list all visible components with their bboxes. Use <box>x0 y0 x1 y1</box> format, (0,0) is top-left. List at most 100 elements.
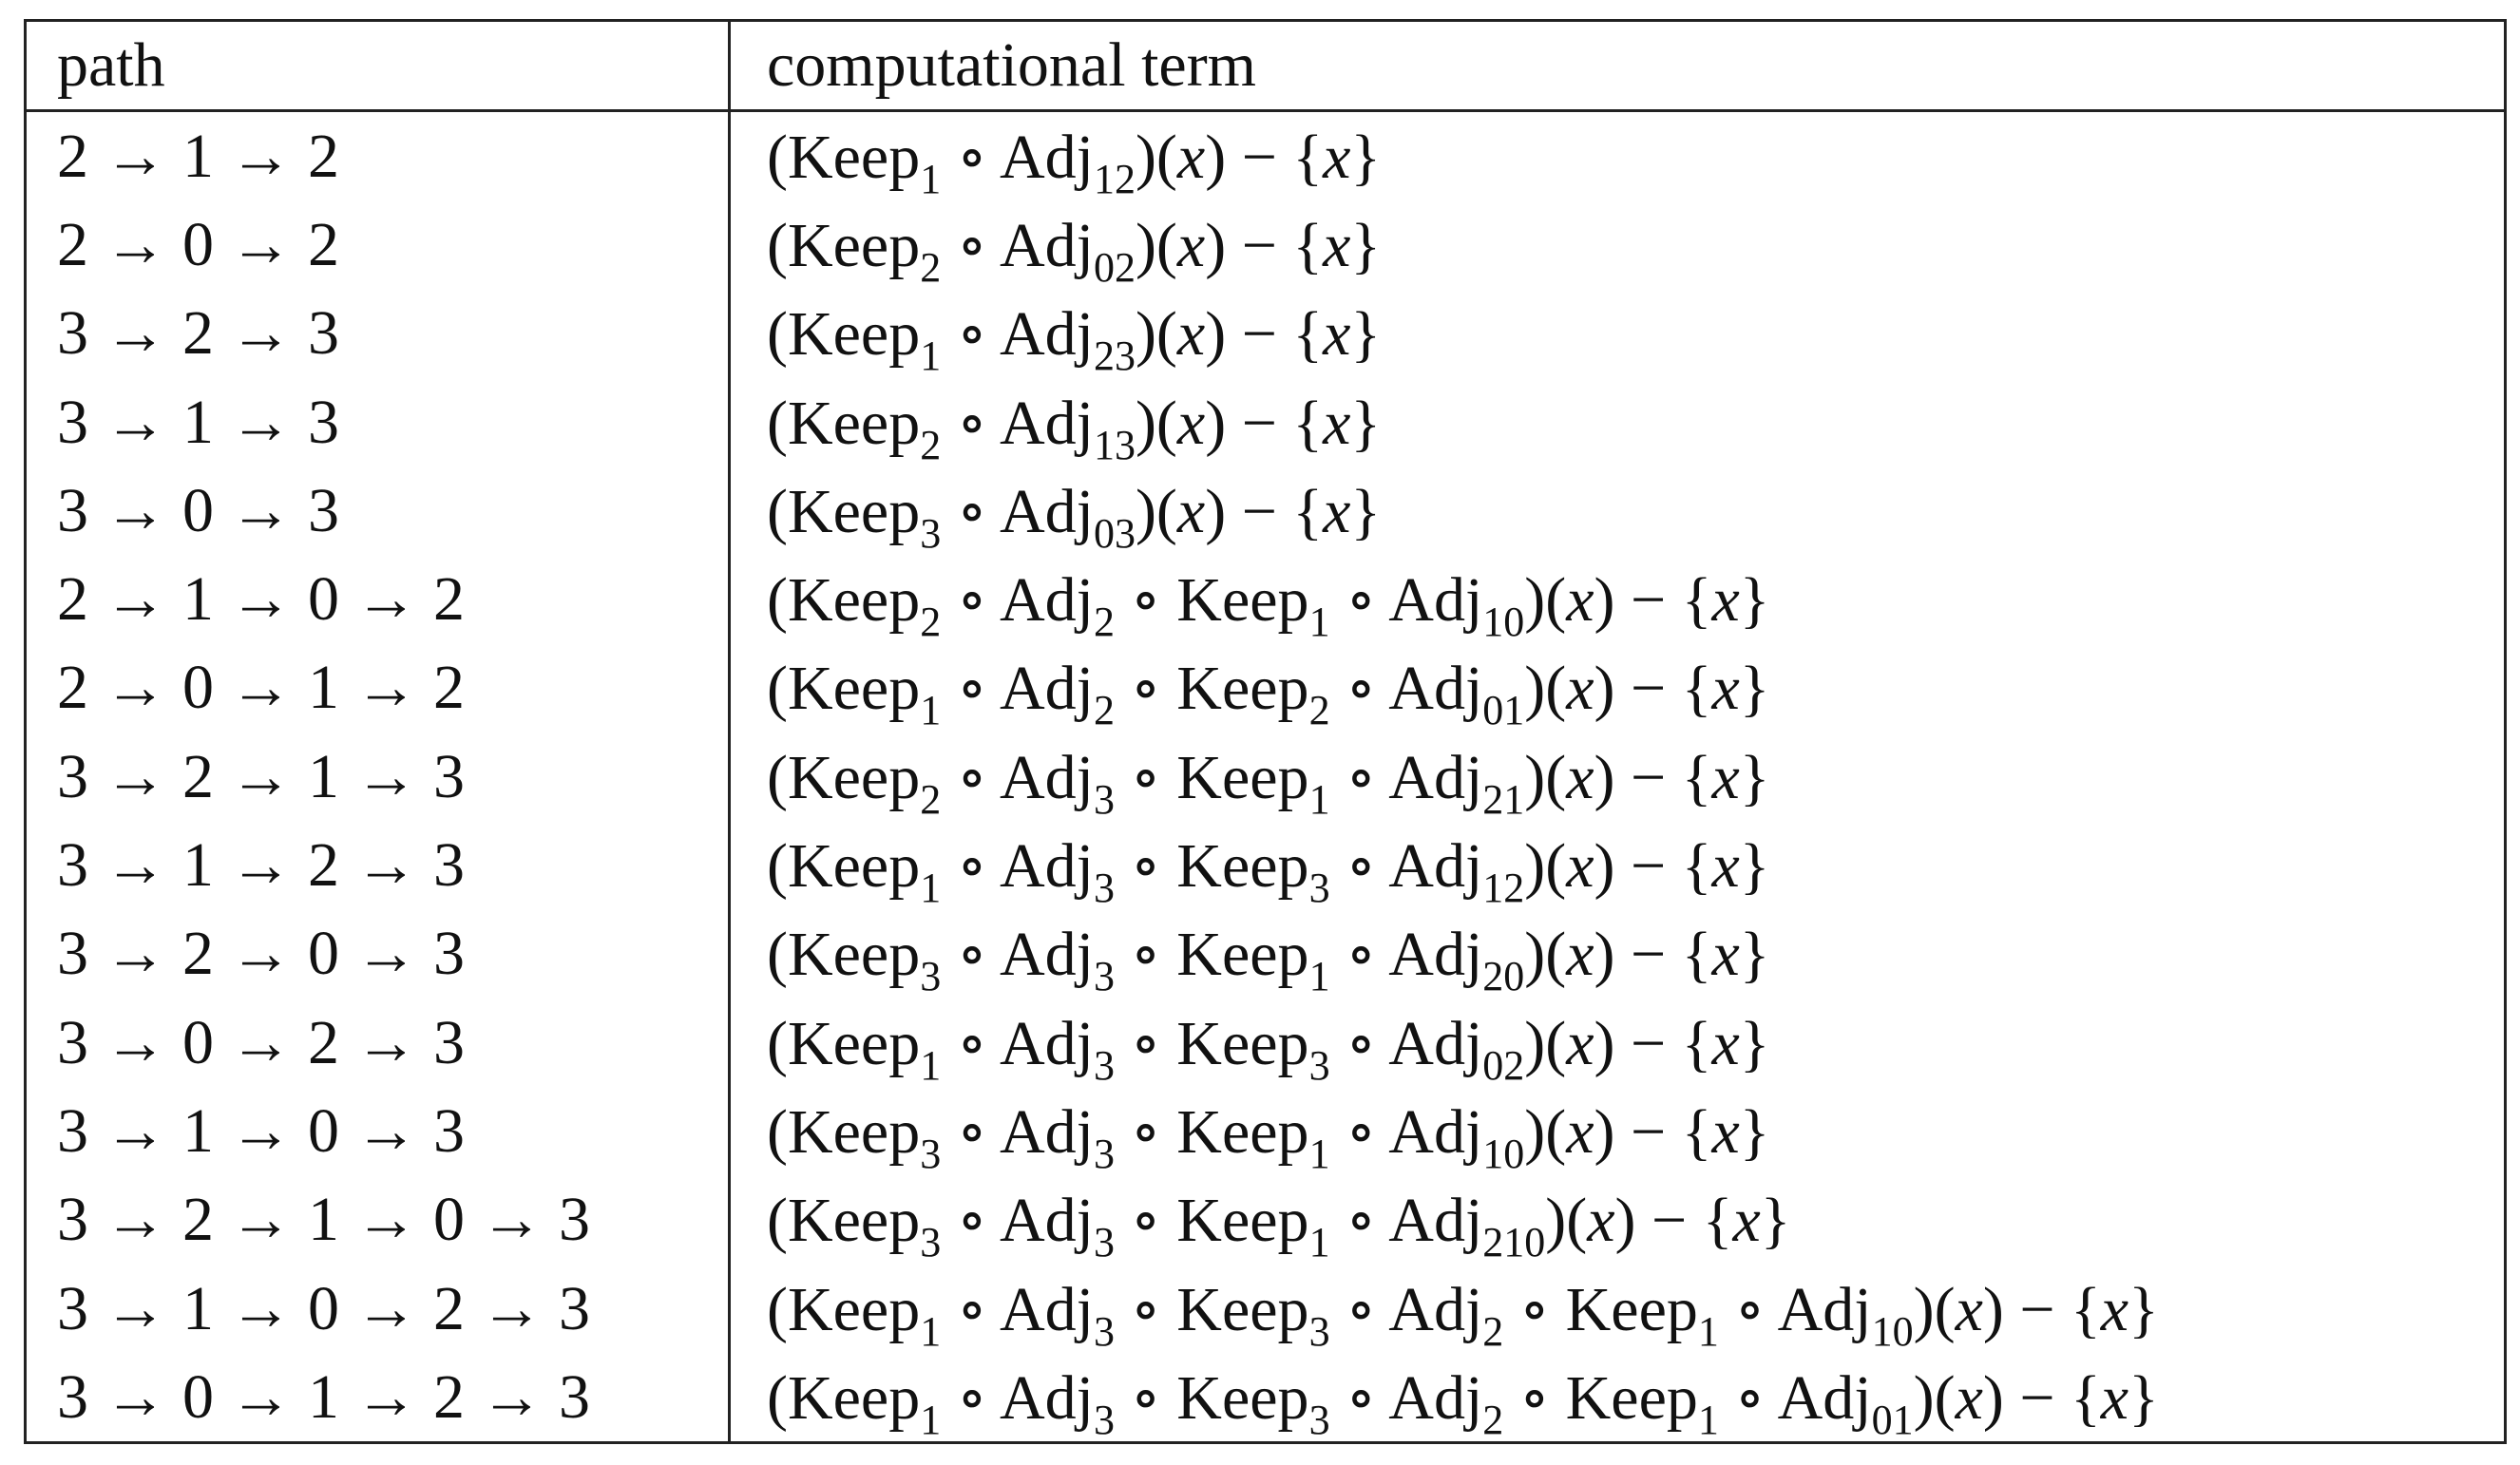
term-cell: (Keep2 ∘ Adj02)(x) − {x} <box>730 200 2506 289</box>
term-subscript: 2 <box>920 421 942 468</box>
term-variable: x <box>1955 1274 1983 1344</box>
term-variable: x <box>2100 1362 2129 1433</box>
term-text: ∘ Keep <box>1114 831 1309 902</box>
term-cell: (Keep1 ∘ Adj3 ∘ Keep3 ∘ Adj02)(x) − {x} <box>730 999 2506 1087</box>
table-row: 3 → 1 → 2 → 3 (Keep1 ∘ Adj3 ∘ Keep3 ∘ Adj… <box>25 821 2506 910</box>
term-text: ∘ Adj <box>941 565 1094 636</box>
term-text: ∘ Adj <box>1329 920 1483 990</box>
term-subscript: 01 <box>1871 1396 1914 1443</box>
term-text: (Keep <box>767 1186 921 1256</box>
term-text: (Keep <box>767 210 921 280</box>
term-subscript: 03 <box>1093 509 1136 557</box>
term-text: )( <box>1524 920 1567 990</box>
path-cell: 3 → 0 → 2 → 3 <box>25 998 731 1088</box>
term-cell: (Keep2 ∘ Adj2 ∘ Keep1 ∘ Adj10)(x) − {x} <box>730 555 2506 643</box>
term-text: (Keep <box>767 1274 921 1344</box>
table-row: 3 → 0 → 2 → 3 (Keep1 ∘ Adj3 ∘ Keep3 ∘ Adj… <box>25 998 2506 1088</box>
term-text: )( <box>1545 1186 1588 1256</box>
term-text: } <box>1739 920 1770 990</box>
term-cell: (Keep1 ∘ Adj23)(x) − {x} <box>730 290 2506 378</box>
term-text: ∘ Keep <box>1503 1274 1698 1344</box>
term-text: ∘ Adj <box>1329 1008 1483 1078</box>
term-subscript: 23 <box>1093 333 1136 380</box>
term-text: ∘ Keep <box>1114 1186 1309 1256</box>
table-row: 2 → 0 → 2 (Keep2 ∘ Adj02)(x) − {x} <box>25 200 2506 290</box>
term-text: ∘ Adj <box>1718 1362 1872 1433</box>
term-subscript: 3 <box>920 953 942 1000</box>
term-cell: (Keep1 ∘ Adj3 ∘ Keep3 ∘ Adj12)(x) − {x} <box>730 821 2506 909</box>
table-body: 2 → 1 → 2 (Keep1 ∘ Adj12)(x) − {x} 2 → 0 →… <box>25 110 2506 1443</box>
term-text: )( <box>1135 299 1177 370</box>
term-text: ∘ Adj <box>941 654 1094 724</box>
term-text: )( <box>1135 476 1177 546</box>
term-text: ∘ Adj <box>941 210 1094 280</box>
term-text: (Keep <box>767 1362 921 1433</box>
term-text: (Keep <box>767 1096 921 1167</box>
term-text: ∘ Adj <box>1329 1274 1483 1344</box>
path-cell: 3 → 1 → 0 → 2 → 3 <box>25 1264 731 1354</box>
table-row: 3 → 0 → 1 → 2 → 3 (Keep1 ∘ Adj3 ∘ Keep3 ∘… <box>25 1353 2506 1443</box>
term-text: ∘ Keep <box>1114 565 1309 636</box>
term-subscript: 3 <box>1093 1396 1115 1443</box>
term-text: ∘ Adj <box>941 1186 1094 1256</box>
term-text: ∘ Adj <box>1329 654 1483 724</box>
term-text: ) − { <box>1594 565 1712 636</box>
term-text: ∘ Keep <box>1114 654 1309 724</box>
term-text: } <box>1350 388 1382 458</box>
term-subscript: 1 <box>920 1396 942 1443</box>
term-subscript: 2 <box>1482 1307 1504 1355</box>
term-cell: (Keep3 ∘ Adj3 ∘ Keep1 ∘ Adj210)(x) − {x} <box>730 1176 2506 1265</box>
header-row: path computational term <box>25 20 2506 112</box>
term-subscript: 1 <box>920 865 942 912</box>
term-text: ) − { <box>1205 122 1324 192</box>
term-text: ) − { <box>1594 742 1712 812</box>
table-row: 3 → 2 → 3 (Keep1 ∘ Adj23)(x) − {x} <box>25 289 2506 378</box>
term-subscript: 02 <box>1482 1041 1525 1089</box>
term-text: ∘ Adj <box>1329 742 1483 812</box>
term-text: (Keep <box>767 920 921 990</box>
term-cell: (Keep1 ∘ Adj3 ∘ Keep3 ∘ Adj2 ∘ Keep1 ∘ A… <box>730 1353 2506 1443</box>
term-text: ) − { <box>1594 1008 1712 1078</box>
term-text: ∘ Adj <box>941 476 1094 546</box>
term-variable: x <box>1711 831 1740 902</box>
term-text: ) − { <box>1982 1362 2101 1433</box>
term-subscript: 3 <box>1093 865 1115 912</box>
term-text: )( <box>1913 1274 1956 1344</box>
term-cell: (Keep1 ∘ Adj3 ∘ Keep3 ∘ Adj2 ∘ Keep1 ∘ A… <box>730 1265 2506 1353</box>
term-text: ∘ Adj <box>1329 1362 1483 1433</box>
term-subscript: 13 <box>1093 421 1136 468</box>
term-subscript: 1 <box>1308 599 1330 646</box>
term-text: ∘ Adj <box>941 1274 1094 1344</box>
term-text: } <box>1350 476 1382 546</box>
term-subscript: 1 <box>920 155 942 202</box>
table-row: 3 → 1 → 0 → 2 → 3 (Keep1 ∘ Adj3 ∘ Keep3 ∘… <box>25 1264 2506 1354</box>
term-text: (Keep <box>767 1008 921 1078</box>
term-subscript: 10 <box>1482 1130 1525 1177</box>
term-variable: x <box>1711 565 1740 636</box>
term-cell: (Keep1 ∘ Adj12)(x) − {x} <box>730 111 2506 201</box>
term-variable: x <box>1566 654 1594 724</box>
term-subscript: 3 <box>1093 1130 1115 1177</box>
term-text: ) − { <box>1614 1186 1733 1256</box>
term-variable: x <box>1711 1008 1740 1078</box>
path-cell: 2 → 1 → 2 <box>25 110 731 201</box>
term-variable: x <box>1176 476 1206 546</box>
term-text: ) − { <box>1594 654 1712 724</box>
term-text: )( <box>1524 742 1567 812</box>
term-text: ∘ Keep <box>1114 1362 1309 1433</box>
term-subscript: 2 <box>1482 1396 1504 1443</box>
term-subscript: 3 <box>1093 1307 1115 1355</box>
term-variable: x <box>1176 210 1206 280</box>
term-subscript: 10 <box>1871 1307 1914 1355</box>
term-variable: x <box>1566 831 1594 902</box>
term-variable: x <box>1323 122 1351 192</box>
term-variable: x <box>1566 920 1594 990</box>
term-variable: x <box>1176 388 1206 458</box>
term-text: ∘ Keep <box>1114 1008 1309 1078</box>
term-subscript: 3 <box>1308 1041 1330 1089</box>
header-cell: computational term <box>729 20 2506 112</box>
term-variable: x <box>1711 654 1740 724</box>
term-subscript: 02 <box>1093 243 1136 291</box>
term-subscript: 1 <box>1697 1396 1719 1443</box>
term-text: ) − { <box>1594 1096 1712 1167</box>
